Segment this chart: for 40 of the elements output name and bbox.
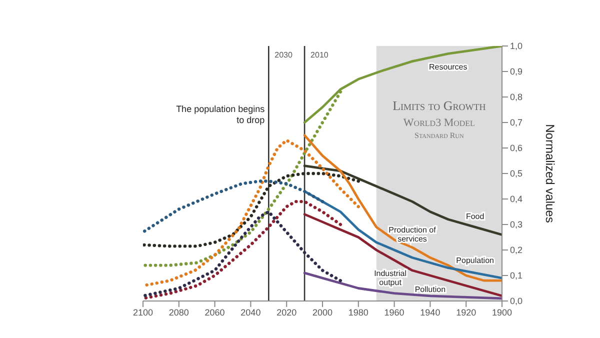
x-tick-label: 2000 <box>312 307 333 318</box>
x-tick-label: 2040 <box>240 307 261 318</box>
line-series <box>303 213 502 298</box>
x-tick-label: 1960 <box>384 307 404 318</box>
y-tick-label: 0,4 <box>510 194 523 204</box>
line-series <box>143 172 360 248</box>
ref-line-label: 2030 <box>274 50 293 60</box>
text: Limits to Growth <box>392 98 486 113</box>
x-tick-label: 2020 <box>276 307 297 318</box>
series-label: Pollution <box>414 284 446 294</box>
x-tick-label: 1900 <box>492 307 512 318</box>
y-tick-label: 1,0 <box>510 41 523 52</box>
text: World3 Model <box>403 117 476 129</box>
line-series <box>303 190 502 280</box>
series-label: Industrial output <box>374 269 407 288</box>
series-label: Food <box>466 212 484 222</box>
series-label: Resources <box>429 62 468 72</box>
y-tick-label: 0,2 <box>510 245 523 256</box>
series-label: Population <box>456 256 494 265</box>
y-tick-label: 0,3 <box>510 220 523 230</box>
y-tick-label: 0,1 <box>510 270 523 281</box>
line-series <box>143 180 324 234</box>
x-tick-label: 2060 <box>204 307 225 318</box>
x-tick-label: 2080 <box>168 307 189 318</box>
y-tick-label: 0,9 <box>510 66 523 77</box>
x-tick-label: 1940 <box>420 307 440 318</box>
ref-line-label: 2010 <box>310 50 329 60</box>
y-axis-title: Normalized values <box>543 124 557 223</box>
x-tick-label: 1980 <box>348 307 368 318</box>
annotation: Standard Run <box>414 131 464 140</box>
y-tick-label: 0,6 <box>510 143 523 154</box>
line-series <box>303 272 502 300</box>
x-tick-label: 1920 <box>456 307 476 318</box>
y-tick-label: 0,0 <box>510 296 523 306</box>
y-tick-label: 0,5 <box>510 168 523 179</box>
annotation: The population begins to drop <box>176 104 266 125</box>
y-tick-label: 0,7 <box>510 118 523 128</box>
y-tick-label: 0,8 <box>510 92 523 102</box>
series-label: Production of services <box>388 225 437 244</box>
x-tick-label: 2100 <box>132 307 154 318</box>
